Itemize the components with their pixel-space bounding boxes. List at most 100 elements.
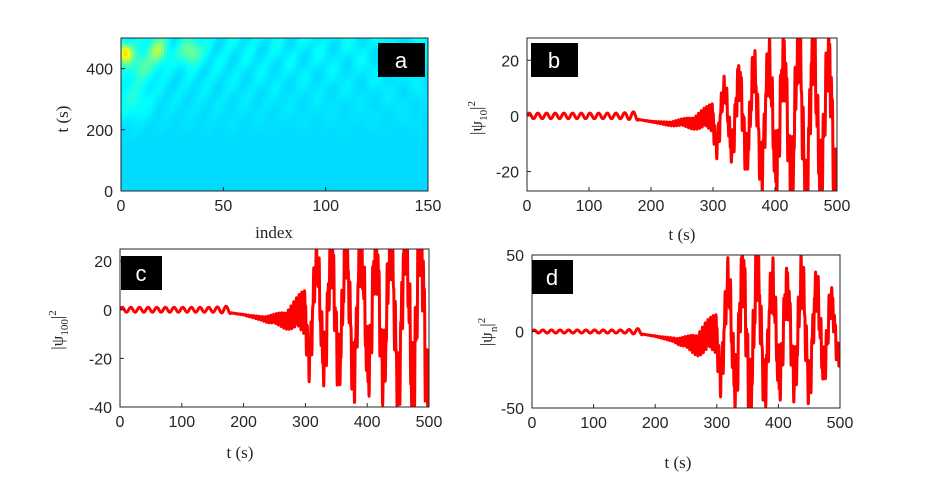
heatmap-cell bbox=[354, 81, 358, 85]
heatmap-cell bbox=[145, 73, 150, 77]
heatmap-cell bbox=[283, 60, 288, 65]
heatmap-cell bbox=[271, 50, 276, 54]
heatmap-cell bbox=[219, 106, 223, 110]
heatmap-cell bbox=[210, 101, 214, 105]
heatmap-cell bbox=[246, 40, 251, 44]
heatmap-cell bbox=[286, 63, 291, 67]
heatmap-cell bbox=[148, 129, 153, 133]
heatmap-cell bbox=[317, 147, 322, 151]
heatmap-cell bbox=[283, 150, 288, 154]
heatmap-cell bbox=[274, 68, 279, 72]
heatmap-cell bbox=[286, 91, 291, 95]
heatmap-cell bbox=[335, 160, 340, 164]
heatmap-cell bbox=[265, 45, 269, 49]
heatmap-cell bbox=[342, 68, 346, 72]
heatmap-cell bbox=[228, 45, 233, 49]
heatmap-cell bbox=[237, 68, 242, 72]
heatmap-cell bbox=[163, 137, 168, 141]
heatmap-cell bbox=[163, 147, 168, 151]
heatmap-cell bbox=[124, 48, 128, 52]
heatmap-cell bbox=[369, 150, 374, 154]
heatmap-cell bbox=[363, 43, 368, 47]
heatmap-cell bbox=[329, 114, 334, 118]
heatmap-cell bbox=[274, 124, 279, 128]
heatmap-cell bbox=[243, 63, 248, 67]
heatmap-cell bbox=[354, 155, 358, 159]
heatmap-cell bbox=[130, 152, 134, 156]
heatmap-cell bbox=[234, 55, 239, 59]
heatmap-cell bbox=[320, 96, 325, 100]
heatmap-cell bbox=[219, 142, 223, 146]
heatmap-cell bbox=[185, 76, 190, 80]
heatmap-cell bbox=[295, 162, 300, 167]
heatmap-cell bbox=[314, 134, 319, 139]
heatmap-cell bbox=[335, 99, 340, 103]
heatmap-cell bbox=[136, 60, 141, 65]
heatmap-cell bbox=[194, 38, 199, 42]
heatmap-cell bbox=[253, 134, 257, 139]
heatmap-cell bbox=[354, 124, 358, 128]
heatmap-cell bbox=[148, 50, 153, 54]
heatmap-cell bbox=[357, 63, 362, 67]
heatmap-cell bbox=[249, 66, 254, 70]
heatmap-cell bbox=[259, 114, 263, 118]
heatmap-cell bbox=[200, 40, 205, 44]
heatmap-cell bbox=[163, 119, 168, 123]
heatmap-cell bbox=[385, 114, 389, 118]
heatmap-cell bbox=[182, 109, 187, 113]
heatmap-cell bbox=[403, 81, 408, 85]
heatmap-cell bbox=[329, 43, 334, 47]
heatmap-cell bbox=[372, 66, 377, 70]
heatmap-cell bbox=[397, 109, 401, 113]
heatmap-cell bbox=[225, 68, 230, 72]
heatmap-cell bbox=[311, 66, 316, 70]
heatmap-cell bbox=[185, 147, 190, 151]
heatmap-cell bbox=[259, 132, 263, 136]
heatmap-cell bbox=[203, 152, 208, 156]
heatmap-cell bbox=[243, 76, 248, 80]
heatmap-cell bbox=[351, 122, 355, 126]
heatmap-cell bbox=[363, 111, 368, 116]
heatmap-cell bbox=[351, 114, 355, 118]
heatmap-cell bbox=[295, 53, 300, 57]
heatmap-cell bbox=[326, 96, 331, 100]
heatmap-cell bbox=[194, 55, 199, 59]
heatmap-cell bbox=[167, 68, 171, 72]
heatmap-cell bbox=[249, 101, 254, 105]
heatmap-cell bbox=[160, 50, 165, 54]
heatmap-cell bbox=[163, 145, 168, 149]
heatmap-cell bbox=[133, 155, 137, 159]
heatmap-cell bbox=[277, 124, 282, 128]
heatmap-cell bbox=[424, 78, 428, 82]
heatmap-cell bbox=[342, 83, 346, 88]
heatmap-cell bbox=[311, 129, 316, 133]
heatmap-cell bbox=[326, 66, 331, 70]
heatmap-cell bbox=[320, 137, 325, 141]
heatmap-cell bbox=[130, 63, 134, 67]
heatmap-cell bbox=[228, 96, 233, 100]
heatmap-cell bbox=[314, 86, 319, 90]
heatmap-cell bbox=[136, 96, 141, 100]
heatmap-cell bbox=[145, 38, 150, 42]
heatmap-cell bbox=[185, 117, 190, 121]
heatmap-cell bbox=[191, 117, 196, 121]
heatmap-cell bbox=[338, 45, 343, 49]
heatmap-cell bbox=[124, 76, 128, 80]
heatmap-cell bbox=[136, 152, 141, 156]
heatmap-cell bbox=[418, 124, 423, 128]
heatmap-cell bbox=[348, 60, 352, 65]
heatmap-cell bbox=[216, 66, 220, 70]
heatmap-cell bbox=[354, 134, 358, 139]
heatmap-cell bbox=[243, 132, 248, 136]
heatmap-cell bbox=[121, 104, 125, 108]
heatmap-cell bbox=[388, 106, 392, 110]
heatmap-cell bbox=[335, 134, 340, 139]
heatmap-cell bbox=[133, 71, 137, 75]
heatmap-cell bbox=[363, 134, 368, 139]
heatmap-cell bbox=[151, 147, 156, 151]
heatmap-cell bbox=[421, 106, 426, 110]
heatmap-cell bbox=[308, 119, 312, 123]
heatmap-cell bbox=[295, 117, 300, 121]
heatmap-cell bbox=[351, 142, 355, 146]
heatmap-cell bbox=[173, 45, 177, 49]
